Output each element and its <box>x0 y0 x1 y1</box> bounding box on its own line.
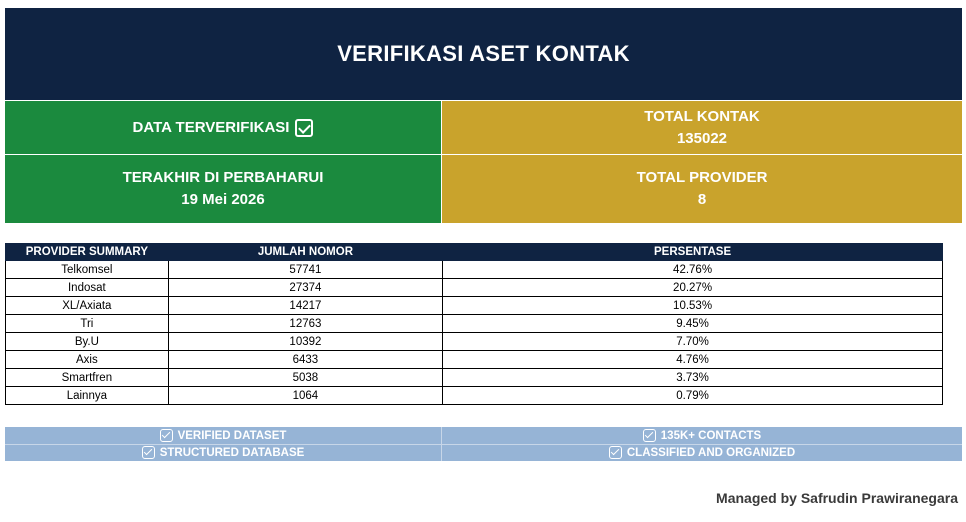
feature-structured-database: STRUCTURED DATABASE <box>5 444 441 461</box>
cell-percent[interactable]: 0.79% <box>442 386 943 405</box>
table-row: Tri 12763 9.45% <box>5 314 943 333</box>
table-row: Telkomsel 57741 42.76% <box>5 260 943 279</box>
cell-percent[interactable]: 7.70% <box>442 332 943 351</box>
checkbox-check-icon <box>642 429 656 442</box>
card-verified-label: DATA TERVERIFIKASI <box>132 118 290 136</box>
cell-provider[interactable]: Smartfren <box>5 368 169 387</box>
card-verified-row: DATA TERVERIFIKASI <box>133 117 314 139</box>
band-divider-horizontal <box>5 444 962 445</box>
table-row: By.U 10392 7.70% <box>5 332 943 351</box>
feature-label: STRUCTURED DATABASE <box>159 446 305 459</box>
header-count: JUMLAH NOMOR <box>167 243 444 261</box>
cell-percent[interactable]: 10.53% <box>442 296 943 315</box>
checkbox-check-icon <box>608 446 622 459</box>
checkbox-check-icon <box>159 429 173 442</box>
card-verified: DATA TERVERIFIKASI <box>5 101 441 154</box>
cell-count[interactable]: 5038 <box>167 368 444 387</box>
cell-provider[interactable]: Telkomsel <box>5 260 169 279</box>
card-last-updated-value: 19 Mei 2026 <box>181 191 265 208</box>
cell-count[interactable]: 6433 <box>167 350 444 369</box>
page-title: VERIFIKASI ASET KONTAK <box>5 8 962 100</box>
feature-contacts: 135K+ CONTACTS <box>442 427 962 444</box>
cell-provider[interactable]: Indosat <box>5 278 169 297</box>
card-total-providers-value: 8 <box>697 191 707 208</box>
page-title-text: VERIFIKASI ASET KONTAK <box>337 41 630 66</box>
card-total-contacts: TOTAL KONTAK 135022 <box>442 101 962 154</box>
header-percent: PERSENTASE <box>442 243 943 261</box>
cell-percent[interactable]: 20.27% <box>442 278 943 297</box>
cell-percent[interactable]: 4.76% <box>442 350 943 369</box>
cell-provider[interactable]: By.U <box>5 332 169 351</box>
card-total-providers: TOTAL PROVIDER 8 <box>442 155 962 223</box>
table-row: Axis 6433 4.76% <box>5 350 943 369</box>
cell-percent[interactable]: 3.73% <box>442 368 943 387</box>
checkbox-check-icon <box>295 118 314 137</box>
features-band: VERIFIED DATASET 135K+ CONTACTS STRUCTUR… <box>5 427 962 461</box>
header-provider: PROVIDER SUMMARY <box>5 243 169 261</box>
checkbox-check-icon <box>141 446 155 459</box>
card-total-contacts-label: TOTAL KONTAK <box>644 107 760 125</box>
footer-credit: Managed by Safrudin Prawiranegara <box>716 490 958 506</box>
card-last-updated: TERAKHIR DI PERBAHARUI 19 Mei 2026 <box>5 155 441 223</box>
cell-count[interactable]: 1064 <box>167 386 444 405</box>
feature-classified-organized: CLASSIFIED AND ORGANIZED <box>442 444 962 461</box>
cell-percent[interactable]: 9.45% <box>442 314 943 333</box>
cell-count[interactable]: 27374 <box>167 278 444 297</box>
feature-label: 135K+ CONTACTS <box>660 429 762 442</box>
card-last-updated-label: TERAKHIR DI PERBAHARUI <box>122 169 324 186</box>
cell-provider[interactable]: XL/Axiata <box>5 296 169 315</box>
table-row: Smartfren 5038 3.73% <box>5 368 943 387</box>
feature-label: CLASSIFIED AND ORGANIZED <box>626 446 796 459</box>
cell-provider[interactable]: Axis <box>5 350 169 369</box>
provider-summary-table: PROVIDER SUMMARY JUMLAH NOMOR PERSENTASE… <box>5 243 943 405</box>
card-total-providers-label: TOTAL PROVIDER <box>636 169 768 186</box>
table-row: Indosat 27374 20.27% <box>5 278 943 297</box>
feature-label: VERIFIED DATASET <box>177 429 287 442</box>
table-header-row: PROVIDER SUMMARY JUMLAH NOMOR PERSENTASE <box>5 243 943 261</box>
cell-count[interactable]: 10392 <box>167 332 444 351</box>
cell-count[interactable]: 14217 <box>167 296 444 315</box>
cell-percent[interactable]: 42.76% <box>442 260 943 279</box>
card-total-contacts-value: 135022 <box>676 129 728 147</box>
cell-provider[interactable]: Lainnya <box>5 386 169 405</box>
cell-count[interactable]: 57741 <box>167 260 444 279</box>
table-row: Lainnya 1064 0.79% <box>5 386 943 405</box>
cell-count[interactable]: 12763 <box>167 314 444 333</box>
feature-verified-dataset: VERIFIED DATASET <box>5 427 441 444</box>
table-row: XL/Axiata 14217 10.53% <box>5 296 943 315</box>
cell-provider[interactable]: Tri <box>5 314 169 333</box>
